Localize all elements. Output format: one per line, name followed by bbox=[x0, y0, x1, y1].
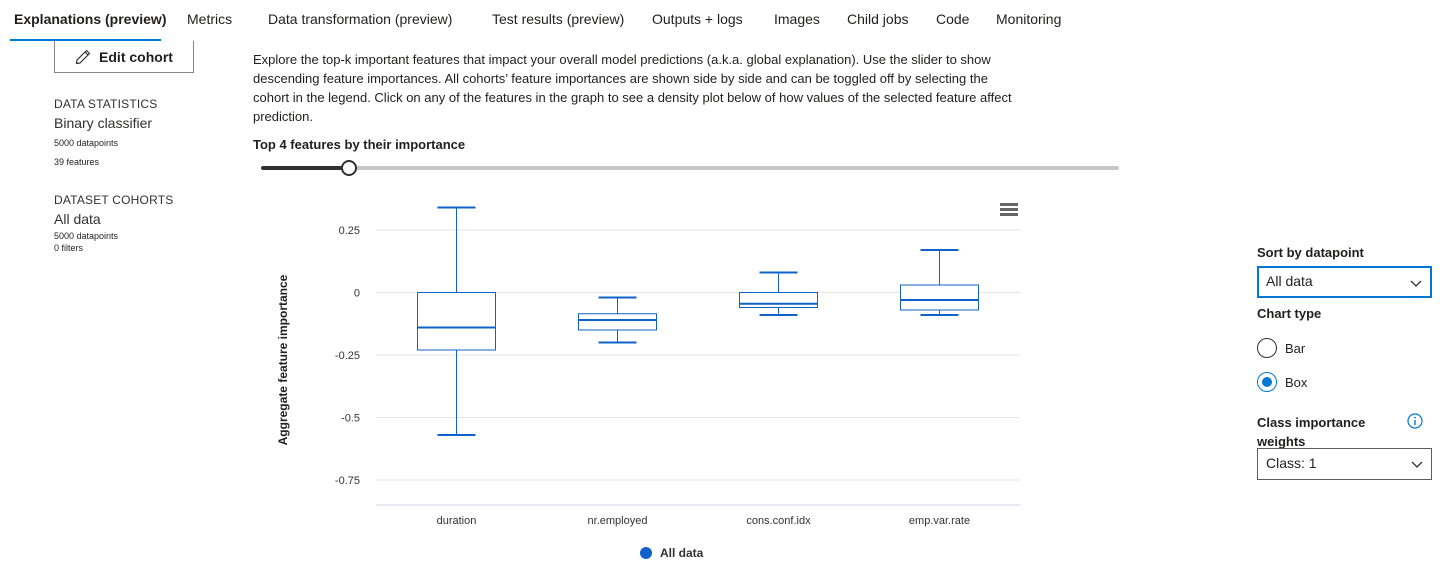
tab-code[interactable]: Code bbox=[936, 11, 970, 27]
tab-explanations[interactable]: Explanations (preview) bbox=[14, 11, 167, 27]
edit-cohort-button[interactable]: Edit cohort bbox=[54, 41, 194, 73]
legend-marker bbox=[640, 547, 652, 559]
cohort-datapoints: 5000 datapoints bbox=[54, 231, 119, 241]
sort-by-value: All data bbox=[1266, 273, 1313, 289]
chart-type-bar-radio[interactable]: Bar bbox=[1257, 338, 1305, 358]
tab-monitoring[interactable]: Monitoring bbox=[996, 11, 1062, 27]
y-tick-label: 0 bbox=[354, 288, 360, 300]
tab-images[interactable]: Images bbox=[774, 11, 820, 27]
topk-label: Top 4 features by their importance bbox=[253, 137, 466, 152]
y-tick-label: -0.75 bbox=[335, 475, 360, 487]
edit-cohort-label: Edit cohort bbox=[99, 48, 173, 65]
active-tab-indicator bbox=[10, 39, 161, 41]
class-weights-dropdown[interactable]: Class: 1 bbox=[1257, 448, 1432, 480]
chevron-down-icon bbox=[1410, 280, 1422, 287]
x-tick-label: emp.var.rate bbox=[909, 515, 970, 527]
sort-by-dropdown[interactable]: All data bbox=[1257, 266, 1432, 298]
chart-type-bar-label: Bar bbox=[1285, 340, 1306, 356]
x-tick-label: nr.employed bbox=[588, 515, 648, 527]
box-iqr bbox=[417, 292, 496, 351]
y-axis-label: Aggregate feature importance bbox=[276, 274, 290, 445]
y-tick-label: 0.25 bbox=[339, 225, 360, 237]
box-iqr bbox=[900, 284, 979, 311]
chart-type-box-label: Box bbox=[1285, 374, 1308, 390]
datapoints-count: 5000 datapoints bbox=[54, 138, 119, 148]
feature-importance-box-chart: 0.25 0 -0.25 -0.5 -0.75 Aggregate feature imp… bbox=[276, 206, 1020, 560]
features-count: 39 features bbox=[54, 157, 100, 167]
x-tick-label: cons.conf.idx bbox=[746, 515, 811, 527]
tab-metrics[interactable]: Metrics bbox=[187, 11, 233, 27]
data-statistics-heading: DATA STATISTICS bbox=[54, 97, 158, 111]
chevron-down-icon bbox=[1411, 461, 1423, 468]
cohort-filters: 0 filters bbox=[54, 243, 84, 253]
box-iqr bbox=[578, 313, 657, 331]
y-tick-label: -0.25 bbox=[335, 350, 360, 362]
tab-data-transformation[interactable]: Data transformation (preview) bbox=[268, 11, 453, 27]
dataset-cohorts-heading: DATASET COHORTS bbox=[54, 193, 174, 207]
class-weights-value: Class: 1 bbox=[1266, 455, 1317, 471]
pencil-icon bbox=[75, 49, 91, 64]
topk-slider-track[interactable] bbox=[261, 166, 1119, 170]
cohort-name: All data bbox=[54, 211, 101, 227]
chart-type-box-radio[interactable]: Box bbox=[1257, 372, 1307, 392]
tab-child-jobs[interactable]: Child jobs bbox=[847, 11, 909, 27]
topk-slider-fill bbox=[261, 166, 349, 170]
topk-slider-thumb[interactable] bbox=[341, 160, 357, 176]
radio-circle-box bbox=[1257, 372, 1277, 392]
radio-circle-bar bbox=[1257, 338, 1277, 358]
x-tick-label: duration bbox=[437, 515, 477, 527]
info-icon[interactable] bbox=[1407, 413, 1423, 429]
tab-bar: Explanations (preview) Metrics Data tran… bbox=[0, 0, 1448, 42]
box-iqr bbox=[739, 292, 818, 308]
tab-test-results[interactable]: Test results (preview) bbox=[492, 11, 625, 27]
chart-type-label: Chart type bbox=[1257, 306, 1322, 321]
explanation-description: Explore the top-k important features tha… bbox=[253, 52, 1012, 124]
class-weights-label: Class importance weights bbox=[1257, 415, 1366, 449]
hamburger-menu-icon[interactable] bbox=[1000, 203, 1018, 217]
classifier-type: Binary classifier bbox=[54, 115, 153, 131]
tab-outputs-logs[interactable]: Outputs + logs bbox=[652, 11, 743, 27]
sort-by-label: Sort by datapoint bbox=[1257, 245, 1364, 260]
legend-item-all-data[interactable]: All data bbox=[660, 546, 704, 560]
y-tick-label: -0.5 bbox=[341, 413, 360, 425]
